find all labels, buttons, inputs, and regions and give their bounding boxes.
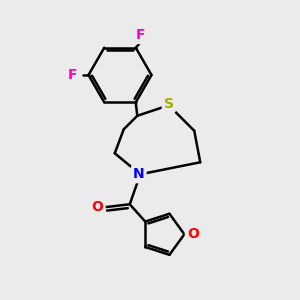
Text: S: S bbox=[164, 97, 174, 111]
Text: F: F bbox=[136, 28, 145, 42]
Text: F: F bbox=[67, 68, 77, 82]
Text: O: O bbox=[187, 227, 199, 241]
Text: N: N bbox=[133, 167, 145, 181]
Text: O: O bbox=[92, 200, 103, 214]
